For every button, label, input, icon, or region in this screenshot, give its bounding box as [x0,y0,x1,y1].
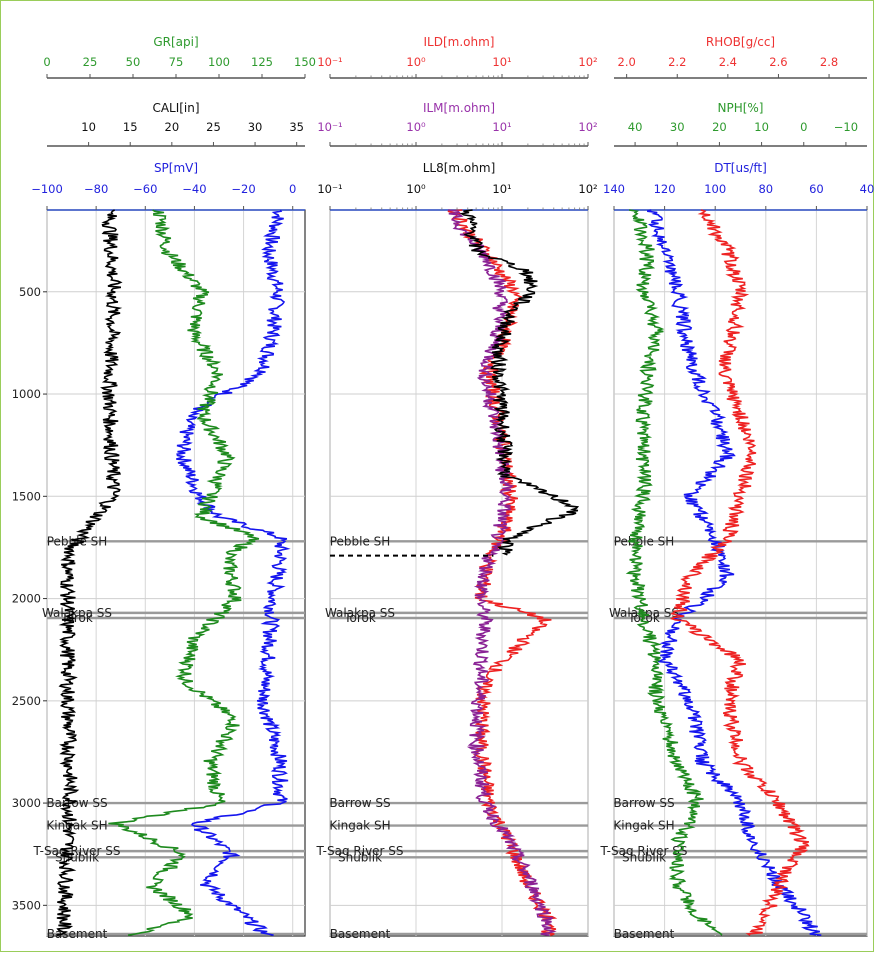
axis-title: CALI[in] [152,101,199,115]
axis-tick-label: 60 [809,182,824,196]
log-curve [108,209,260,936]
axis-tick-label: 2.0 [618,55,636,69]
axis-tick-label: 10 [81,120,96,134]
axis-tick-label: 10⁰ [406,120,426,134]
depth-tick-label: 2500 [12,694,41,708]
axis-tick-label: 100 [208,55,230,69]
axis-tick-label: 10¹ [492,182,511,196]
depth-tick-label: 3000 [12,796,41,810]
axis-title: NPH[%] [717,101,763,115]
axis-tick-label: 15 [123,120,138,134]
axis-tick-label: 30 [670,120,685,134]
depth-tick-label: 1000 [12,387,41,401]
axis-title: GR[api] [153,35,198,49]
axis-tick-label: 100 [704,182,726,196]
log-curve [625,209,723,936]
axis-title: RHOB[g/cc] [706,35,775,49]
formation-label: Torok [343,611,376,625]
axis-tick-label: 0 [289,182,296,196]
axis-tick-label: 2.2 [668,55,686,69]
axis-tick-label: 10¹ [492,120,511,134]
formation-label: Kingak SH [329,819,390,833]
axis-tick-label: 120 [654,182,676,196]
axis-tick-label: 30 [248,120,263,134]
axis-tick-label: 10⁰ [406,182,426,196]
axis-tick-label: 10¹ [492,55,511,69]
axis-tick-label: 20 [712,120,727,134]
formation-label: Basement [614,927,675,941]
axis-tick-label: −10 [834,120,858,134]
formation-label: Barrow SS [329,796,390,810]
axis-tick-label: 20 [165,120,180,134]
formation-label: Walakpa SS [42,606,112,620]
log-curve [670,209,810,936]
axis-tick-label: 25 [206,120,221,134]
formation-label: Torok [60,611,93,625]
depth-tick-label: 500 [19,285,41,299]
depth-tick-label: 2000 [12,592,41,606]
formation-label: Barrow SS [46,796,107,810]
formation-label: Walakpa SS [325,606,395,620]
axis-tick-label: 75 [169,55,184,69]
axis-tick-label: 10⁻¹ [317,120,342,134]
axis-title: DT[us/ft] [714,161,767,175]
formation-label: T-Sag River SS [599,844,687,858]
formation-label: Basement [330,927,391,941]
formation-label: Basement [47,927,108,941]
axis-tick-label: 2.4 [719,55,737,69]
axis-tick-label: 125 [251,55,273,69]
axis-tick-label: 0 [43,55,50,69]
log-curve [56,209,123,936]
axis-tick-label: 2.8 [820,55,838,69]
log-curve [448,209,557,936]
formation-label: Shublik [338,850,382,864]
axis-tick-label: 50 [126,55,141,69]
axis-tick-label: 10⁻¹ [317,55,342,69]
axis-tick-label: 10² [578,182,597,196]
axis-tick-label: −20 [231,182,255,196]
log-curve [459,209,580,556]
axis-tick-label: 35 [289,120,304,134]
axis-tick-label: 140 [603,182,625,196]
axis-tick-label: −80 [84,182,108,196]
axis-tick-label: −60 [133,182,157,196]
formation-label: T-Sag River SS [315,844,403,858]
formation-label: Pebble SH [330,534,391,548]
axis-title: ILM[m.ohm] [423,101,495,115]
axis-tick-label: 10⁰ [406,55,426,69]
depth-tick-label: 1500 [12,489,41,503]
axis-tick-label: 150 [294,55,316,69]
axis-title: LL8[m.ohm] [423,161,496,175]
axis-tick-label: 80 [758,182,773,196]
axis-tick-label: 25 [83,55,98,69]
axis-tick-label: 40 [628,120,643,134]
axis-tick-label: −40 [182,182,206,196]
axis-tick-label: 10² [578,120,597,134]
axis-tick-label: 2.6 [769,55,787,69]
axis-title: SP[mV] [154,161,198,175]
log-curve [176,209,291,936]
formation-label: Kingak SH [613,819,674,833]
formation-label: T-Sag River SS [32,844,120,858]
formation-label: Shublik [622,850,666,864]
axis-tick-label: 10 [754,120,769,134]
formation-label: Barrow SS [613,796,674,810]
formation-label: Kingak SH [46,819,107,833]
axis-tick-label: 0 [800,120,807,134]
log-curve [646,209,822,936]
depth-tick-label: 3500 [12,898,41,912]
axis-tick-label: −100 [31,182,63,196]
axis-tick-label: 10² [578,55,597,69]
formation-label: Pebble SH [614,534,675,548]
axis-title: ILD[m.ohm] [424,35,495,49]
axis-tick-label: 40 [860,182,875,196]
axis-tick-label: 10⁻¹ [317,182,342,196]
